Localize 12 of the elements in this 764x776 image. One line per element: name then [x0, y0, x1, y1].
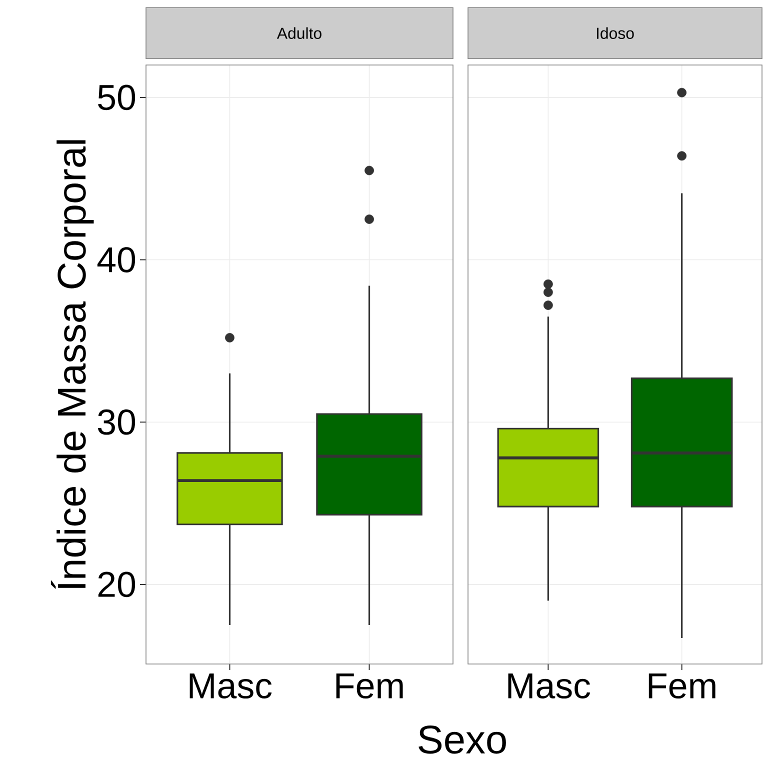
chart-title: Idoso: [596, 27, 634, 39]
chart-title: Adulto: [276, 27, 322, 39]
y-axis-title: Índice de Massa Corporal: [50, 140, 94, 589]
x-tick-label: Fem: [336, 674, 403, 699]
y-tick-label: 30: [98, 409, 136, 435]
y-tick-label: 40: [97, 247, 136, 272]
y-tick-label: 50: [98, 84, 136, 110]
x-tick-label: Masc: [508, 674, 590, 699]
x-axis-title: Sexo: [418, 726, 506, 754]
y-tick-label: 20: [98, 572, 136, 598]
x-tick-label: Masc: [190, 674, 272, 699]
x-tick-label: Fem: [648, 674, 716, 699]
